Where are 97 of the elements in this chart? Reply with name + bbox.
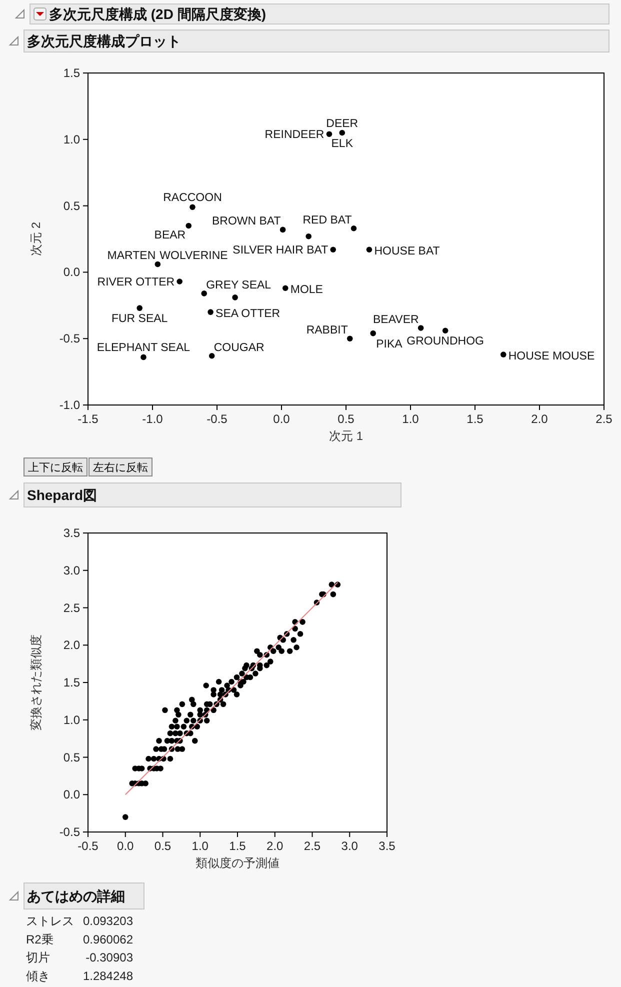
x-tick-label: 3.0 [341,839,358,853]
text: -0.30903 [86,950,134,965]
y-tick-label: 2.0 [63,638,80,652]
point [350,225,357,232]
y-tick-label: 1.5 [63,676,80,690]
chart-title: Shepard図 [27,487,98,504]
annotation: ELEPHANT SEAL [96,342,191,354]
x-tick-label: 1.5 [466,412,484,426]
point [201,290,207,296]
text: ストレス [26,914,74,928]
y-tick-label: 0.0 [63,788,80,802]
point [136,305,142,311]
annotation: COUGAR [214,342,264,354]
point [208,309,214,315]
point [418,325,424,331]
annotation: REINDEER [264,129,324,142]
y-tick-label: 0.0 [63,265,80,280]
point [500,352,506,358]
y-tick-label: 1.0 [63,132,80,146]
point [232,294,238,300]
annotation: BEAVER [373,314,419,326]
y-axis-title: 次元 2 [29,222,43,256]
x-tick-label: 1.5 [229,839,246,853]
annotation: SILVER HAIR BAT [232,244,328,257]
point [154,261,161,268]
y-tick-label: 0.5 [63,198,80,213]
y-tick-label: 3.0 [63,563,80,578]
annotation: RIVER OTTER [97,276,175,288]
x-axis-title: 次元 1 [328,429,364,443]
x-tick-label: 2.0 [531,412,548,426]
text: 傾き [26,968,50,983]
x-tick-label: -1.5 [78,412,99,426]
annotation: WOLVERINE [160,250,228,262]
annotation: HOUSE MOUSE [508,350,595,363]
annotation: RABBIT [306,324,348,337]
y-tick-label: 3.5 [63,526,80,540]
point [280,226,286,233]
point [442,328,448,334]
y-axis-title: 変換された類似度 [29,634,43,730]
x-axis-title: 類似度の予測値 [196,856,280,870]
x-tick-label: 0.0 [117,839,134,853]
annotation: RED BAT [302,214,352,226]
x-tick-label: -1.0 [142,412,164,426]
x-tick-label: -0.5 [206,412,228,426]
annotation: RACCOON [163,192,222,204]
annotation: GREY SEAL [206,279,272,292]
x-tick-label: 2.0 [266,839,284,853]
point [370,330,376,336]
text: 上下に反転 [28,461,83,474]
x-tick-label: 0.5 [338,412,355,426]
point [339,130,346,136]
point [176,278,182,284]
annotation: BROWN BAT [212,216,281,228]
chart-subtitle: 多次元尺度構成プロット [27,33,181,50]
y-tick-label: 1.0 [63,712,80,727]
annotation: PIKA [376,338,403,350]
annotation: GROUNDHOG [406,336,484,348]
x-tick-label: 2.5 [596,412,613,426]
x-tick-label: -0.5 [78,839,99,853]
x-tick-label: 1.0 [192,839,209,853]
text: 0.960062 [82,932,134,946]
text: 左右に反転 [93,461,148,474]
annotation: DEER [326,118,358,130]
y-tick-label: -0.5 [59,332,80,346]
point [366,246,372,253]
text: R2乗 [26,932,54,946]
point [330,246,336,253]
text: 切片 [26,950,50,965]
point [326,131,332,137]
y-tick-label: -1.0 [59,398,80,412]
x-tick-label: 2.5 [304,839,321,853]
text: 1.284248 [82,968,134,983]
annotation: BEAR [154,230,186,242]
annotation: MARTEN [107,250,156,262]
text: 0.093203 [82,914,134,928]
y-tick-label: 2.5 [63,600,80,615]
point [140,354,146,360]
chart-title: 多次元尺度構成 (2D 間隔尺度変換) [49,6,266,22]
x-tick-label: 1.0 [402,412,420,426]
annotation: FUR SEAL [111,313,168,326]
annotation: HOUSE BAT [374,246,440,258]
point [306,233,312,240]
x-tick-label: 0.0 [273,412,290,426]
point [186,222,192,229]
point [208,352,215,359]
y-tick-label: 1.5 [63,66,80,80]
point [190,204,196,210]
annotation: SEA OTTER [216,308,280,320]
annotation: ELK [331,138,354,150]
x-tick-label: 3.5 [378,839,396,853]
point [346,336,353,342]
text: あてはめの詳細 [27,888,125,904]
point [282,285,288,292]
x-tick-label: 0.5 [154,839,172,853]
y-tick-label: -0.5 [59,825,80,839]
y-tick-label: 0.5 [63,750,80,764]
annotation: MOLE [290,284,324,296]
